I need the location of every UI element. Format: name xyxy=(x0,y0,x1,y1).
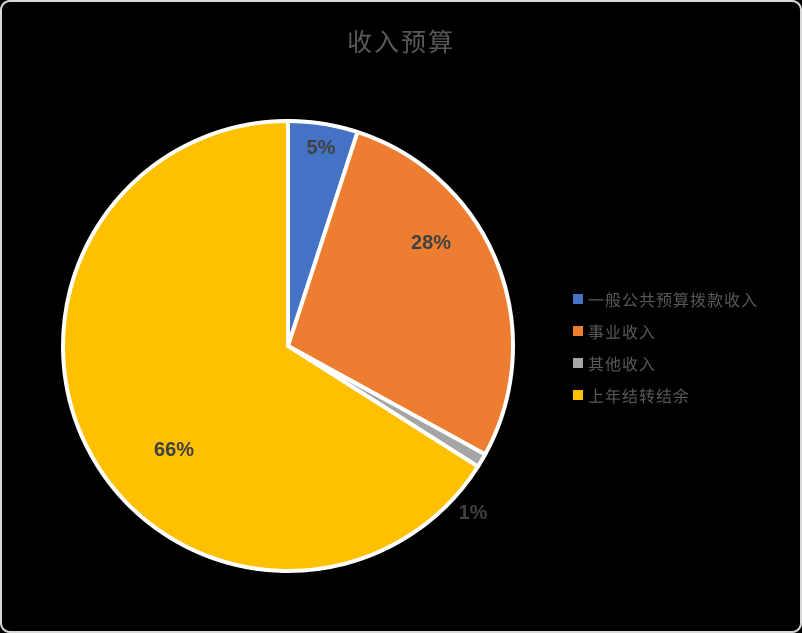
legend-item-4: 上年结转结余 xyxy=(573,379,758,411)
legend-label: 上年结转结余 xyxy=(588,389,691,406)
legend-label: 事业收入 xyxy=(588,325,657,342)
chart-title: 收入预算 xyxy=(346,29,455,57)
legend-label: 一般公共预算拨款收入 xyxy=(588,293,759,310)
legend: 一般公共预算拨款收入 事业收入其他收入上年结转结余 xyxy=(573,283,758,411)
legend-marker-icon xyxy=(573,358,583,368)
data-label-4: 66% xyxy=(154,439,194,461)
legend-marker-icon xyxy=(573,390,583,400)
legend-item-3: 其他收入 xyxy=(573,347,758,379)
legend-marker-icon xyxy=(573,326,583,336)
pie-slice-2 xyxy=(286,130,515,457)
pie-slice-4 xyxy=(61,119,480,573)
data-label-3: 1% xyxy=(459,502,488,524)
legend-item-2: 事业收入 xyxy=(573,315,758,347)
data-label-2: 28% xyxy=(411,232,451,254)
legend-label: 其他收入 xyxy=(588,357,657,374)
legend-item-1: 一般公共预算拨款收入 xyxy=(573,283,758,315)
data-label-1: 5% xyxy=(307,137,336,159)
legend-marker-icon xyxy=(573,294,583,304)
